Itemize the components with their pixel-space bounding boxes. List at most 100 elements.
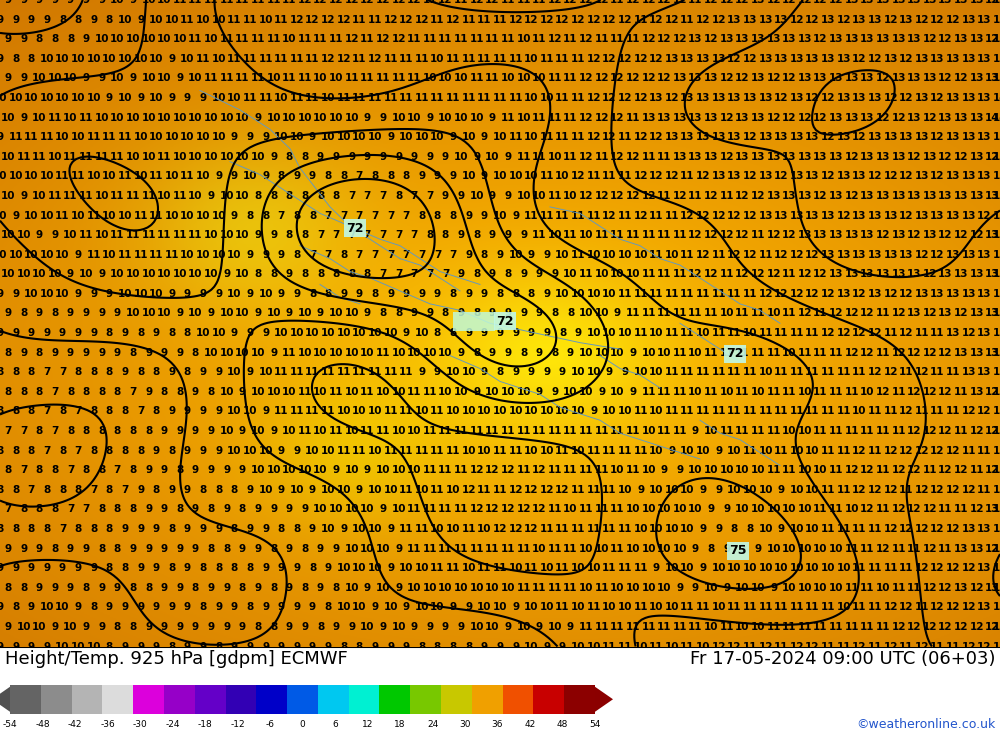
- Text: 11: 11: [633, 289, 648, 299]
- Text: 11: 11: [430, 406, 445, 416]
- Text: 9: 9: [168, 485, 175, 495]
- Text: 12: 12: [923, 34, 937, 44]
- Text: 7: 7: [418, 250, 426, 259]
- Text: 10: 10: [555, 289, 570, 299]
- Text: 13: 13: [860, 191, 875, 201]
- Text: 9: 9: [489, 191, 496, 201]
- Text: 11: 11: [852, 603, 867, 612]
- Text: 12: 12: [532, 504, 546, 515]
- Text: 9: 9: [458, 309, 465, 318]
- Text: 12: 12: [930, 485, 945, 495]
- Text: 12: 12: [727, 210, 742, 221]
- Text: 12: 12: [735, 269, 750, 279]
- Text: 13: 13: [774, 15, 788, 25]
- Text: 8: 8: [340, 250, 347, 259]
- Text: 11: 11: [618, 563, 632, 573]
- Text: 12: 12: [798, 309, 812, 318]
- Text: 11: 11: [555, 93, 570, 103]
- Text: 9: 9: [200, 524, 207, 534]
- Text: 12: 12: [680, 210, 695, 221]
- Text: 10: 10: [790, 446, 804, 456]
- Text: 10: 10: [313, 504, 328, 515]
- Text: 9: 9: [12, 563, 19, 573]
- Text: 11: 11: [805, 367, 820, 377]
- Text: 11: 11: [751, 230, 765, 240]
- Text: 11: 11: [516, 0, 531, 5]
- Text: 11: 11: [94, 152, 109, 162]
- Text: 10: 10: [438, 73, 453, 84]
- Text: 9: 9: [309, 132, 316, 142]
- Text: 10: 10: [477, 603, 492, 612]
- Text: 13: 13: [985, 191, 1000, 201]
- Text: 13: 13: [907, 191, 922, 201]
- Text: 11: 11: [883, 328, 898, 338]
- Text: 12: 12: [954, 230, 968, 240]
- Text: 11: 11: [618, 446, 632, 456]
- Text: 12: 12: [985, 426, 1000, 436]
- Text: 11: 11: [657, 426, 672, 436]
- Text: 11: 11: [696, 406, 710, 416]
- Text: 8: 8: [348, 269, 355, 279]
- Text: 12: 12: [985, 387, 1000, 397]
- Text: 12: 12: [891, 347, 906, 358]
- Text: 9: 9: [708, 504, 715, 515]
- Text: 9: 9: [83, 34, 90, 44]
- Text: 9: 9: [442, 152, 449, 162]
- Text: 8: 8: [59, 485, 66, 495]
- Text: 9: 9: [176, 73, 183, 84]
- Text: 9: 9: [481, 210, 488, 221]
- Text: 11: 11: [821, 367, 835, 377]
- Text: 10: 10: [188, 191, 203, 201]
- Text: 8: 8: [90, 603, 97, 612]
- Text: 10: 10: [563, 387, 578, 397]
- Text: 11: 11: [423, 387, 437, 397]
- Text: 10: 10: [24, 93, 38, 103]
- Text: 75: 75: [729, 545, 747, 557]
- Text: 10: 10: [133, 289, 148, 299]
- Text: 10: 10: [586, 250, 601, 259]
- Text: 12: 12: [860, 309, 875, 318]
- Text: 12: 12: [712, 641, 726, 652]
- Text: 11: 11: [860, 544, 875, 553]
- Text: 8: 8: [520, 347, 527, 358]
- Text: 12: 12: [907, 426, 922, 436]
- Text: 11: 11: [485, 544, 500, 553]
- Text: 8: 8: [90, 524, 97, 534]
- Text: 12: 12: [938, 34, 953, 44]
- Text: 11: 11: [555, 563, 570, 573]
- Text: 12: 12: [852, 641, 867, 652]
- Text: 11: 11: [220, 73, 234, 84]
- Text: 11: 11: [399, 446, 414, 456]
- Text: 9: 9: [278, 250, 285, 259]
- Text: 13: 13: [852, 250, 867, 259]
- Text: 7: 7: [356, 210, 363, 221]
- Text: 12: 12: [610, 152, 625, 162]
- Text: 12: 12: [641, 34, 656, 44]
- Text: 11: 11: [829, 426, 843, 436]
- Text: 13: 13: [993, 230, 1000, 240]
- Text: 13: 13: [704, 152, 718, 162]
- Text: 7: 7: [67, 504, 74, 515]
- Text: 13: 13: [821, 250, 835, 259]
- Text: 11: 11: [712, 328, 726, 338]
- Text: 13: 13: [860, 0, 875, 5]
- Text: 12: 12: [907, 504, 922, 515]
- Text: 10: 10: [665, 524, 679, 534]
- Text: 10: 10: [102, 250, 117, 259]
- Text: 10: 10: [196, 172, 210, 181]
- Text: 9: 9: [504, 309, 512, 318]
- Text: 12: 12: [641, 191, 656, 201]
- Text: 12: 12: [704, 34, 718, 44]
- Text: 8: 8: [114, 387, 121, 397]
- Text: 11: 11: [649, 641, 664, 652]
- Text: 10: 10: [141, 269, 156, 279]
- Text: 13: 13: [868, 250, 882, 259]
- Text: 8: 8: [176, 504, 184, 515]
- Text: 12: 12: [923, 269, 937, 279]
- Text: 9: 9: [270, 347, 277, 358]
- Text: 10: 10: [501, 73, 515, 84]
- Text: 8: 8: [301, 269, 308, 279]
- Text: 9: 9: [458, 269, 465, 279]
- Text: 12: 12: [813, 113, 828, 122]
- Text: 12: 12: [844, 347, 859, 358]
